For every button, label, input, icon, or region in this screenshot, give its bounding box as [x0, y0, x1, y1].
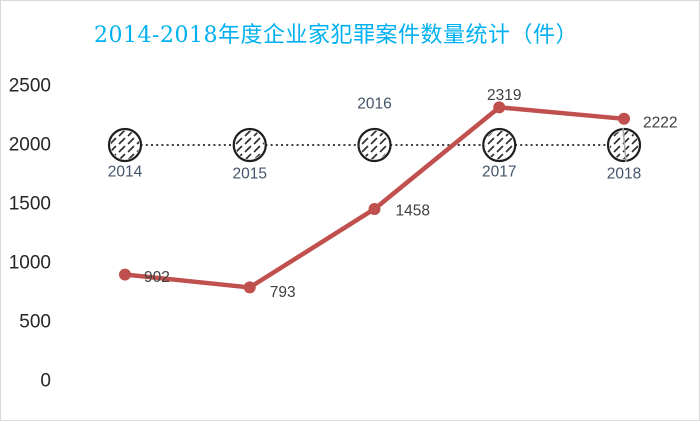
- y-tick-label: 2500: [9, 76, 51, 97]
- y-tick-label: 1500: [9, 194, 51, 215]
- y-tick-label: 500: [19, 312, 51, 333]
- hatched-circle-fill: [360, 130, 389, 160]
- value-label: 1458: [396, 202, 430, 219]
- year-label: 2015: [233, 166, 267, 183]
- year-label: 2018: [607, 166, 641, 183]
- y-tick-label: 0: [40, 371, 51, 392]
- year-label: 2014: [108, 164, 143, 181]
- year-label: 2016: [357, 96, 391, 113]
- value-label: 2222: [643, 114, 677, 131]
- label-leader-line: [622, 127, 627, 163]
- chart-title: 2014-2018年度企业家犯罪案件数量统计（件）: [94, 23, 578, 48]
- value-label: 2319: [487, 87, 521, 104]
- hatched-circle-fill: [110, 130, 140, 160]
- data-point-dot: [368, 202, 381, 215]
- value-label: 793: [270, 284, 296, 301]
- data-point-dot: [493, 101, 506, 114]
- y-tick-label: 2000: [9, 135, 51, 156]
- y-tick-label: 1000: [9, 253, 51, 274]
- data-point-dot: [119, 268, 131, 281]
- data-point-dot: [243, 281, 256, 294]
- year-label: 2017: [482, 164, 516, 181]
- data-point-dot: [618, 112, 630, 125]
- value-label: 902: [144, 269, 170, 286]
- hatched-circle-fill: [484, 130, 514, 160]
- hatched-circle-fill: [235, 130, 265, 160]
